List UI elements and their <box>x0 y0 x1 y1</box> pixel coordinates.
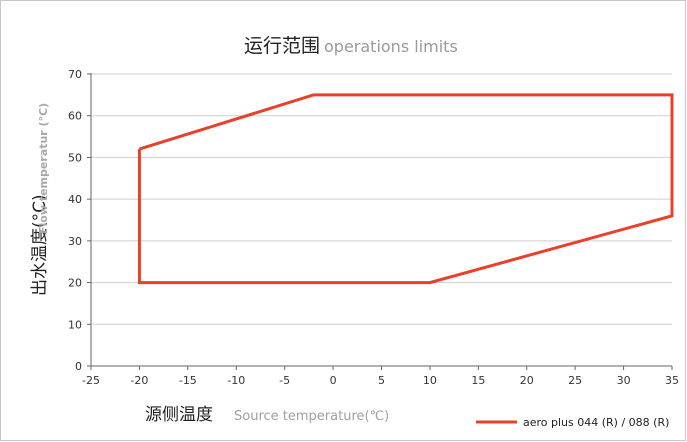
x-tick-label: -15 <box>179 374 197 387</box>
x-tick-label: 5 <box>378 374 385 387</box>
y-tick-label: 60 <box>68 110 82 123</box>
legend: aero plus 044 (R) / 088 (R) <box>476 416 669 429</box>
x-tick-label: 25 <box>568 374 582 387</box>
series-group <box>137 93 674 285</box>
y-tick-label: 40 <box>68 193 82 206</box>
y-axis-label: 出水温度(°C) <box>30 194 50 296</box>
x-axis-label: 源侧温度 <box>145 405 213 425</box>
x-tick-label: -5 <box>279 374 290 387</box>
grid-lines <box>87 73 672 367</box>
x-tick-label: 35 <box>665 374 679 387</box>
x-axis-label-sub: Source temperature(℃) <box>234 409 389 424</box>
x-tick-label: -20 <box>130 374 148 387</box>
x-tick-label: 15 <box>471 374 485 387</box>
chart-title: 运行范围 <box>244 35 320 57</box>
y-tick-label: 30 <box>68 235 82 248</box>
x-tick-label: -25 <box>82 374 100 387</box>
axes <box>90 73 673 370</box>
x-tick-label: -10 <box>227 374 245 387</box>
y-tick-label: 0 <box>75 360 82 373</box>
y-tick-labels: 0 10 20 30 40 50 60 70 <box>68 68 82 373</box>
y-tick-label: 50 <box>68 151 82 164</box>
chart-subtitle: operations limits <box>324 37 458 56</box>
y-tick-label: 20 <box>68 277 82 290</box>
x-tick-label: 30 <box>617 374 631 387</box>
x-tick-label: 20 <box>520 374 534 387</box>
series-line <box>137 93 674 285</box>
legend-label: aero plus 044 (R) / 088 (R) <box>523 416 669 429</box>
y-tick-label: 10 <box>68 318 82 331</box>
y-tick-label: 70 <box>68 68 82 81</box>
x-tick-label: 0 <box>330 374 337 387</box>
x-tick-label: 10 <box>423 374 437 387</box>
y-axis-label-sub: Flow temperatur (°C) <box>37 103 50 234</box>
x-tick-labels: -25 -20 -15 -10 -5 0 5 10 15 20 25 30 35 <box>82 374 679 387</box>
